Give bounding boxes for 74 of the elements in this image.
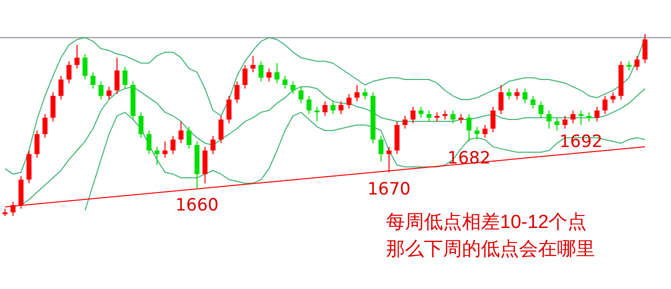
candlestick: [250, 55, 256, 73]
candlestick: [490, 106, 496, 133]
candlestick: [458, 114, 464, 124]
candlestick: [58, 75, 64, 100]
candlestick: [338, 100, 344, 115]
annotation: 每周低点相差10-12个点: [386, 212, 587, 233]
candlestick: [50, 92, 56, 122]
text: 那么下周的低点会在哪里: [386, 239, 595, 260]
candlestick: [258, 60, 264, 82]
candlestick: [138, 112, 144, 138]
candlestick: [42, 114, 48, 138]
candlestick: [146, 130, 152, 155]
candlestick: [322, 100, 328, 116]
candlestick: [450, 110, 456, 124]
candlestick: [642, 34, 648, 64]
candlestick: [330, 100, 336, 115]
candlestick: [610, 92, 616, 104]
candlestick: [506, 88, 512, 100]
candlestick: [498, 84, 504, 115]
candlestick: [114, 57, 120, 95]
candlestick: [578, 110, 584, 126]
candlestick: [90, 72, 96, 90]
candlestick: [530, 95, 536, 110]
candlestick: [218, 115, 224, 144]
candlestick: [106, 86, 112, 100]
candlestick: [34, 130, 40, 158]
candlestick: [362, 88, 368, 100]
candlestick: [154, 146, 160, 166]
candlestick: [538, 100, 544, 118]
candlestick: [74, 44, 80, 70]
candlestick: [122, 66, 128, 90]
candlestick: [442, 110, 448, 120]
candlestick: [562, 115, 568, 130]
candlestick: [202, 146, 208, 184]
candlestick: [482, 124, 488, 138]
candlestick: [274, 62, 280, 84]
candlestick: [210, 135, 216, 155]
candlestick: [346, 94, 352, 110]
candlestick: [474, 126, 480, 140]
candlestick: [82, 54, 88, 80]
candlestick: [418, 106, 424, 118]
candlestick: [602, 95, 608, 115]
candlestick: [594, 106, 600, 122]
candlestick: [466, 114, 472, 142]
candlestick: [282, 75, 288, 90]
candlestick: [162, 140, 168, 158]
candlestick: [426, 110, 432, 122]
annotation: 1670: [367, 179, 411, 200]
candlestick: [66, 60, 72, 84]
candlestick: [402, 115, 408, 130]
candlestick: [266, 68, 272, 82]
candlestick: [514, 88, 520, 100]
candlestick: [178, 120, 184, 144]
candlestick: [298, 86, 304, 104]
candlestick: [522, 88, 528, 104]
candlestick: [186, 126, 192, 150]
candlestick: [170, 135, 176, 155]
candlestick: [554, 117, 560, 131]
candlestick: [634, 55, 640, 71]
candlestick: [314, 106, 320, 122]
annotation: 1692: [559, 132, 603, 152]
candlestick: [570, 110, 576, 124]
candlestick: [354, 84, 360, 102]
candlestick: [410, 106, 416, 124]
candlestick: [378, 135, 384, 162]
candlestick: [306, 95, 312, 115]
candlestick: [226, 95, 232, 124]
candlestick: [626, 60, 632, 71]
candlestick: [290, 80, 296, 95]
candlestick: [234, 80, 240, 104]
candlestick: [242, 64, 248, 90]
annotation: 1660: [175, 196, 219, 216]
candlestick: [98, 80, 104, 100]
candlestick: [546, 110, 552, 130]
